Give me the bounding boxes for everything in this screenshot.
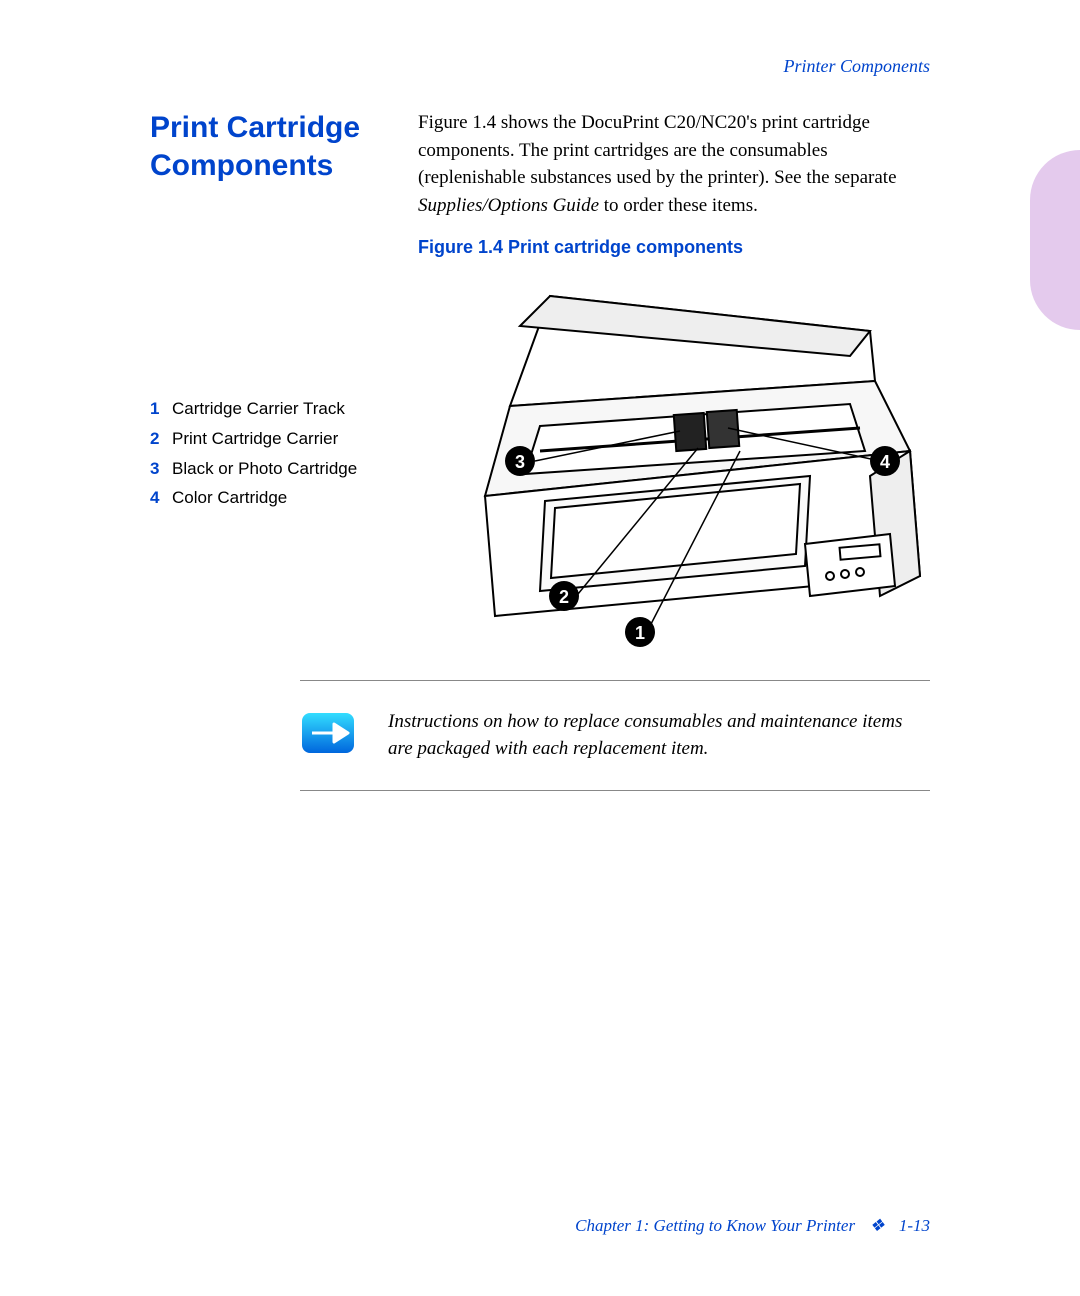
figure-legend: 1 Cartridge Carrier Track 2 Print Cartridg… (150, 394, 357, 513)
legend-item: 1 Cartridge Carrier Track (150, 394, 357, 424)
figure-caption: Figure 1.4 Print cartridge components (418, 237, 930, 258)
note-text: Instructions on how to replace consumabl… (388, 709, 930, 762)
printer-illustration: 3 4 2 1 (410, 276, 950, 656)
body-post: to order these items. (599, 195, 758, 216)
divider-top (300, 680, 930, 681)
legend-num: 1 (150, 394, 164, 424)
legend-item: 2 Print Cartridge Carrier (150, 424, 357, 454)
legend-text: Color Cartridge (172, 483, 287, 513)
divider-bottom (300, 790, 930, 791)
arrow-note-icon (300, 709, 360, 757)
legend-num: 4 (150, 483, 164, 513)
callout-num: 4 (880, 452, 890, 472)
note-box: Instructions on how to replace consumabl… (300, 705, 930, 766)
callout-num: 3 (515, 452, 525, 472)
body-italic: Supplies/Options Guide (418, 195, 599, 216)
running-header: Printer Components (150, 56, 930, 77)
legend-num: 2 (150, 424, 164, 454)
footer-chapter: Chapter 1: Getting to Know Your Printer (575, 1216, 855, 1235)
legend-item: 3 Black or Photo Cartridge (150, 454, 357, 484)
figure-diagram: 1 Cartridge Carrier Track 2 Print Cartridg… (150, 276, 930, 656)
footer-diamond-icon: ❖ (869, 1216, 884, 1235)
body-pre: Figure 1.4 shows the DocuPrint C20/NC20'… (418, 112, 897, 188)
legend-text: Cartridge Carrier Track (172, 394, 345, 424)
section-body: Figure 1.4 shows the DocuPrint C20/NC20'… (418, 109, 930, 219)
legend-text: Black or Photo Cartridge (172, 454, 357, 484)
callout-num: 1 (635, 623, 645, 643)
legend-text: Print Cartridge Carrier (172, 424, 338, 454)
page-footer: Chapter 1: Getting to Know Your Printer … (575, 1216, 930, 1236)
legend-item: 4 Color Cartridge (150, 483, 357, 513)
section-heading: Print Cartridge Components (150, 109, 400, 219)
footer-page-num: 1-13 (899, 1216, 930, 1235)
legend-num: 3 (150, 454, 164, 484)
page-decor-circle (1030, 150, 1080, 330)
callout-num: 2 (559, 587, 569, 607)
